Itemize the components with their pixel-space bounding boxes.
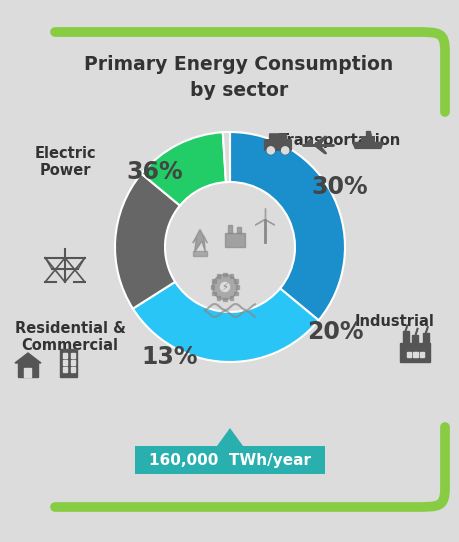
- Bar: [413, 352, 418, 357]
- Polygon shape: [265, 220, 275, 225]
- Bar: [63, 367, 67, 372]
- Bar: [236, 285, 240, 289]
- Bar: [230, 274, 233, 278]
- Polygon shape: [217, 428, 243, 446]
- Bar: [366, 131, 369, 136]
- Bar: [230, 296, 233, 300]
- Bar: [24, 368, 31, 377]
- Text: Primary Energy Consumption: Primary Energy Consumption: [84, 55, 393, 74]
- Wedge shape: [115, 173, 180, 308]
- Bar: [213, 279, 216, 282]
- Wedge shape: [141, 132, 226, 205]
- Bar: [407, 352, 411, 357]
- Polygon shape: [193, 229, 207, 252]
- Text: Transportation: Transportation: [279, 132, 401, 147]
- Bar: [213, 292, 216, 295]
- Bar: [225, 234, 245, 247]
- Bar: [420, 352, 425, 357]
- Bar: [18, 363, 38, 377]
- Text: Residential &
Commercial: Residential & Commercial: [15, 321, 125, 353]
- Polygon shape: [305, 140, 312, 145]
- Text: 20%: 20%: [307, 320, 363, 344]
- Text: by sector: by sector: [190, 81, 288, 100]
- Bar: [237, 227, 241, 234]
- Text: 160,000  TWh/year: 160,000 TWh/year: [149, 453, 311, 468]
- Polygon shape: [255, 220, 265, 225]
- Bar: [223, 273, 227, 276]
- Bar: [403, 331, 409, 343]
- Bar: [234, 279, 238, 282]
- Text: ⚡: ⚡: [222, 282, 229, 292]
- Wedge shape: [133, 282, 319, 362]
- Bar: [217, 274, 220, 278]
- FancyBboxPatch shape: [264, 139, 292, 151]
- Bar: [135, 446, 325, 474]
- Bar: [223, 298, 227, 301]
- Bar: [217, 296, 220, 300]
- Text: 36%: 36%: [127, 160, 183, 184]
- FancyBboxPatch shape: [269, 133, 287, 143]
- FancyBboxPatch shape: [361, 136, 375, 143]
- Bar: [400, 343, 430, 362]
- Bar: [228, 225, 232, 234]
- Text: 13%: 13%: [142, 345, 198, 369]
- Bar: [211, 285, 214, 289]
- Bar: [71, 353, 75, 358]
- Bar: [71, 360, 75, 365]
- Bar: [193, 251, 207, 256]
- Bar: [63, 360, 67, 365]
- Bar: [63, 353, 67, 358]
- Polygon shape: [314, 137, 326, 145]
- Circle shape: [282, 147, 289, 154]
- Wedge shape: [223, 132, 230, 182]
- Polygon shape: [15, 353, 41, 363]
- Circle shape: [267, 147, 274, 154]
- Polygon shape: [314, 145, 326, 153]
- Bar: [60, 349, 77, 377]
- Polygon shape: [353, 143, 383, 149]
- Circle shape: [213, 274, 238, 300]
- Wedge shape: [230, 132, 345, 320]
- Text: Electric
Power: Electric Power: [34, 146, 96, 178]
- Bar: [423, 333, 429, 343]
- Text: 30%: 30%: [312, 175, 368, 199]
- Circle shape: [220, 282, 230, 292]
- Bar: [234, 292, 238, 295]
- Bar: [413, 335, 419, 343]
- Bar: [71, 367, 75, 372]
- Text: Industrial: Industrial: [355, 314, 435, 330]
